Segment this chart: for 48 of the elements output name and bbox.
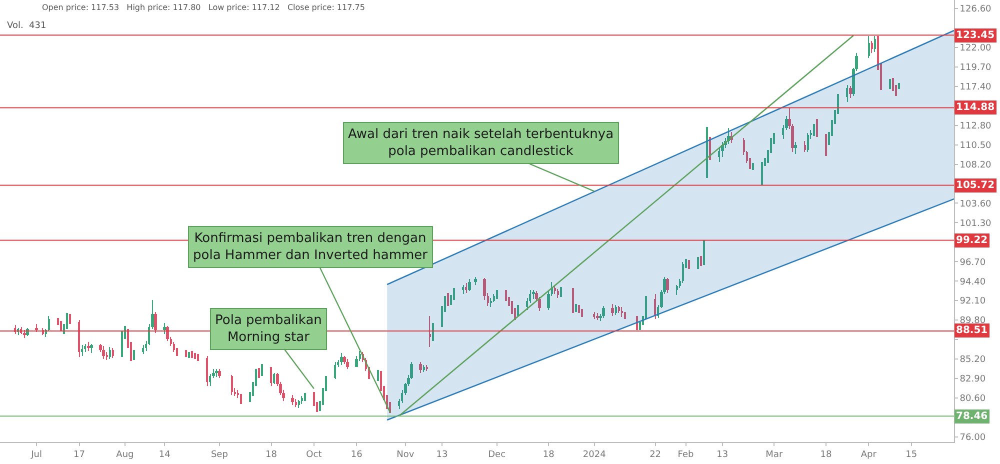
x-tick-label: Aug [116,450,134,460]
x-tick-label: Feb [678,450,694,460]
x-tick-label: 14 [158,450,171,460]
x-tick-label: 18 [542,450,555,460]
x-tick-label: 15 [906,450,918,460]
x-tick-label: Apr [860,450,877,460]
y-tick-label: 89.80 [960,316,986,326]
y-tick-label: 80.60 [960,394,986,404]
y-tick-label: 92.10 [960,296,986,307]
x-tick-label: Sep [210,450,228,460]
x-tick-label: Oct [306,450,322,460]
x-tick-label: Nov [396,450,415,460]
y-tick-label: 117.40 [960,82,992,93]
y-tick-label: 82.90 [960,374,986,385]
x-tick-label: 18 [266,450,278,460]
x-tick-label: Dec [488,450,506,460]
y-tick-label: 108.20 [960,160,992,170]
ref-line-label: 99.22 [956,235,988,246]
x-tick-label: 22 [650,450,662,460]
annotation: Pola pembalikan Morning star [215,313,322,345]
y-tick-label: 103.60 [960,199,992,210]
annotation: Open price: 117.53 High price: 117.80 Low price: 117.12 Close price: 117.75 [42,3,365,12]
ref-line-label: 78.46 [956,411,988,422]
y-tick-label: 112.80 [960,121,992,132]
annotation: Awal dari tren naik setelah terbentuknya pola pembalikan candlestick [348,127,614,159]
x-tick-label: 17 [74,450,85,460]
ref-line-label: 114.88 [956,102,995,113]
ref-line-label: 88.51 [956,325,988,336]
y-tick-label: 94.40 [960,277,986,288]
x-tick-label: 18 [820,450,832,460]
x-tick-label: Mar [766,450,783,460]
y-tick-label: 96.70 [960,258,986,268]
y-tick-label: 85.20 [960,355,986,366]
y-tick-label: 119.70 [960,63,992,74]
annotation: Konfirmasi pembalikan tren dengan pola Hammer dan Inverted hammer [193,231,428,263]
x-tick-label: 2024 [582,450,606,460]
y-tick-label: 126.60 [960,4,992,15]
y-tick-label: 122.00 [960,44,992,54]
x-tick-label: 13 [436,450,448,460]
y-tick-label: 76.00 [960,433,986,444]
ref-line-label: 105.72 [956,180,995,191]
annotation: Vol. 431 [7,21,46,31]
y-tick-label: 110.50 [960,140,992,151]
ref-line-label: 123.45 [956,30,995,41]
x-tick-label: 13 [716,450,728,460]
x-tick-label: Jul [30,450,42,460]
x-tick-label: 16 [350,450,363,460]
y-tick-label: 101.30 [960,218,992,229]
